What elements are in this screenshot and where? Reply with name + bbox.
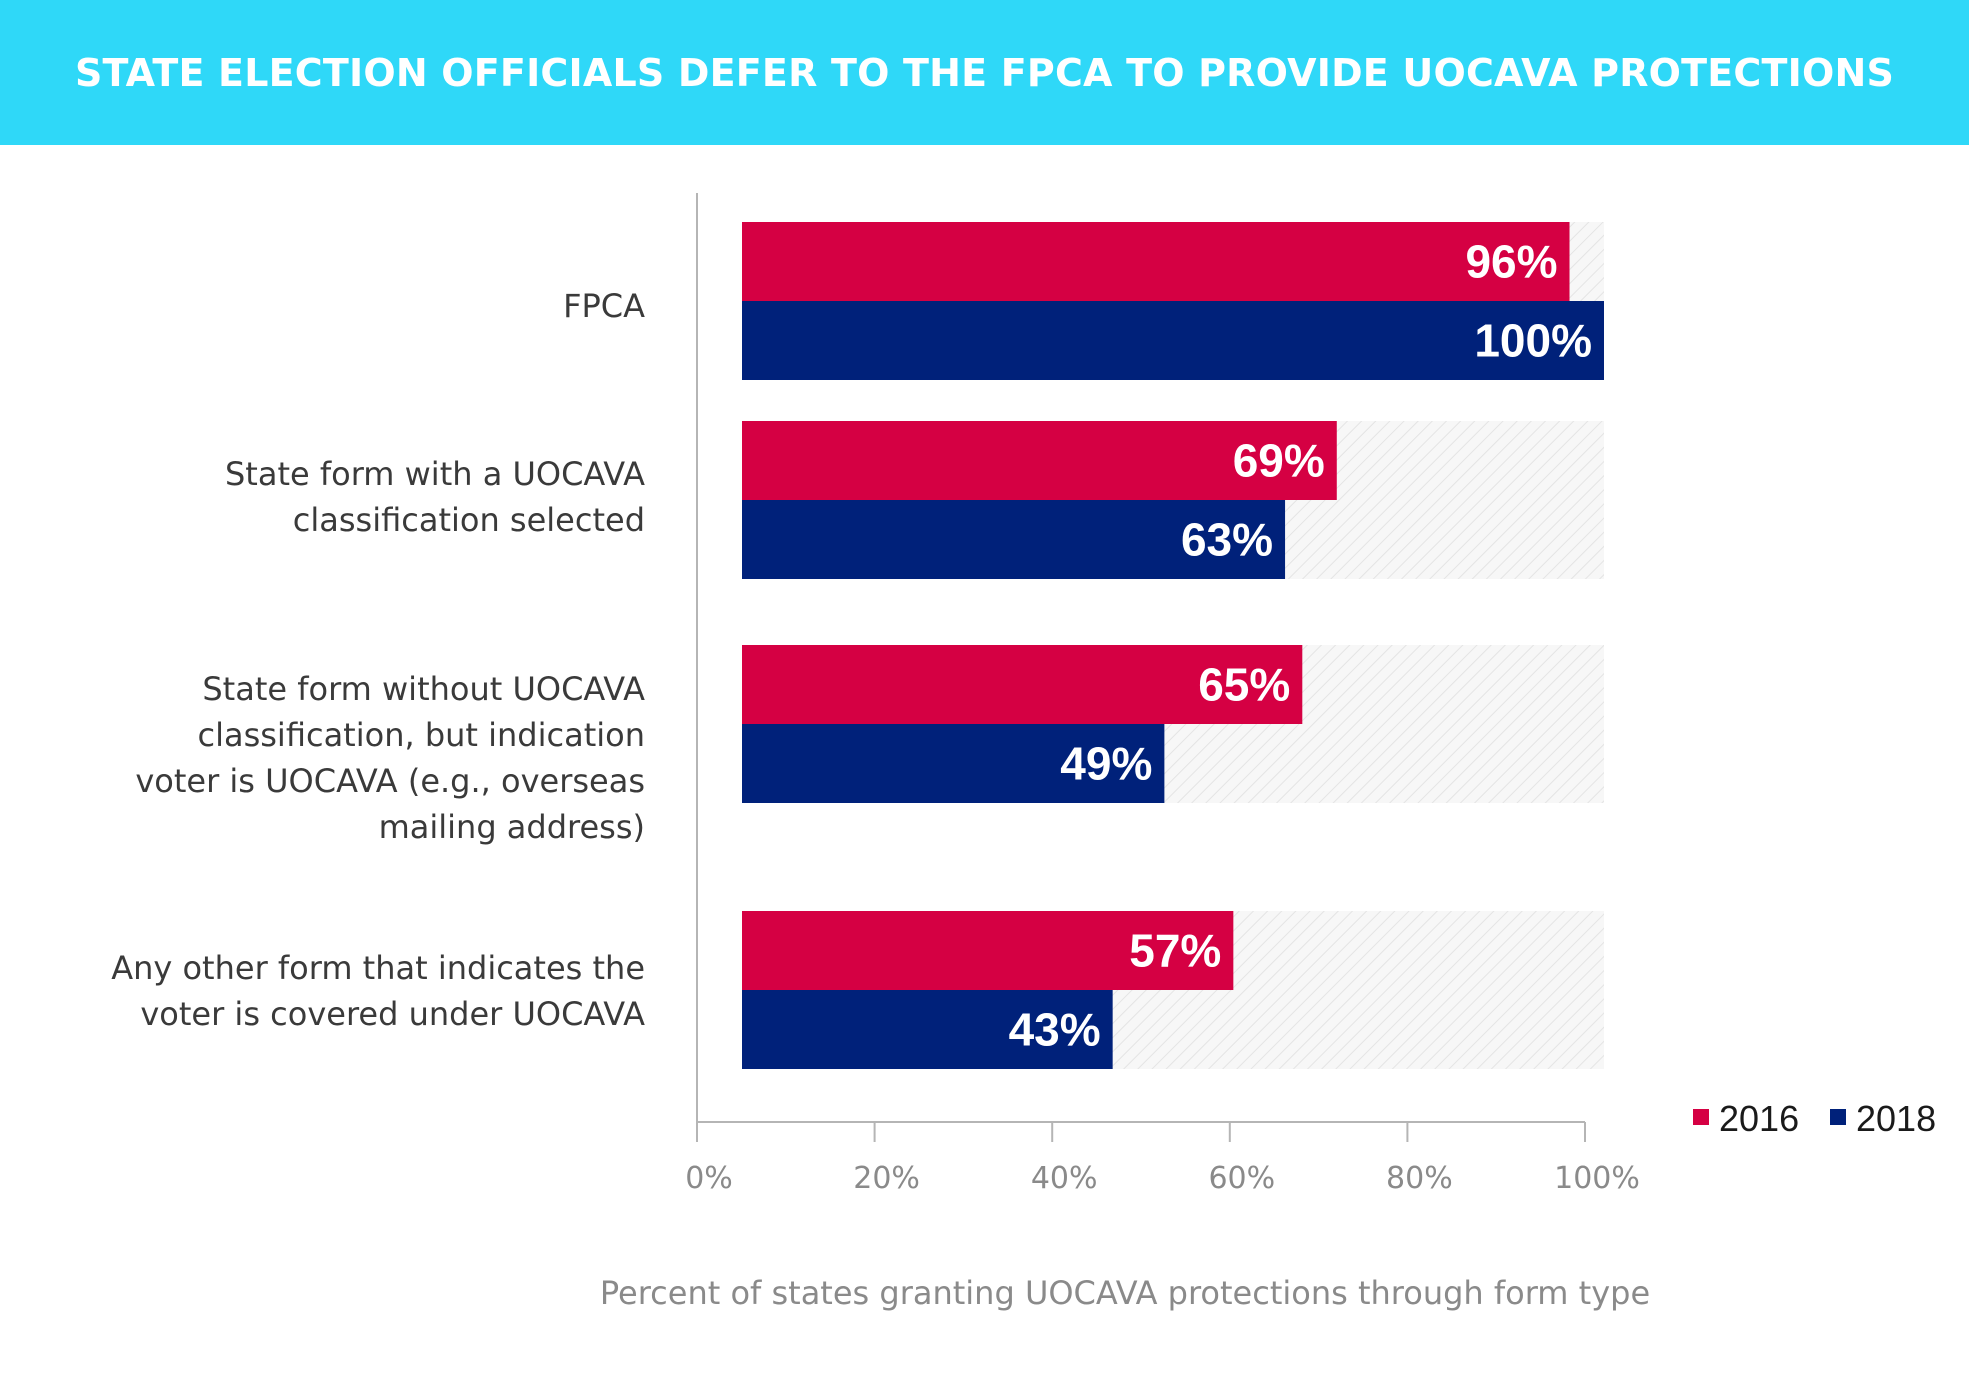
x-tick-label: 40%	[1031, 1161, 1098, 1196]
bar-2016-1	[742, 222, 1570, 301]
bar-2016-3	[742, 645, 1303, 724]
bar-2018-3	[742, 724, 1165, 803]
bar-2016-2	[742, 421, 1337, 500]
bar-2016-4	[742, 911, 1234, 990]
x-tick-label: 0%	[685, 1161, 733, 1196]
legend-swatch-2018	[1830, 1109, 1846, 1125]
category-label: Any other form that indicates the voter i…	[111, 949, 645, 1033]
x-tick-label: 60%	[1208, 1161, 1275, 1196]
bar-2018-1	[742, 301, 1604, 380]
chart-title: STATE ELECTION OFFICIALS DEFER TO THE FP…	[74, 50, 1895, 95]
title-banner: STATE ELECTION OFFICIALS DEFER TO THE FP…	[0, 0, 1969, 145]
legend-swatch-2016	[1693, 1109, 1709, 1125]
x-axis-title: Percent of states granting UOCAVA protec…	[600, 1274, 1650, 1312]
legend-label-2018: 2018	[1856, 1098, 1936, 1139]
x-tick-label: 20%	[853, 1161, 920, 1196]
bar-value-label: 49%	[1060, 738, 1152, 790]
bar-value-label: 69%	[1233, 435, 1325, 487]
bar-2018-4	[742, 990, 1113, 1069]
bar-value-label: 63%	[1181, 514, 1273, 566]
bar-value-label: 43%	[1009, 1004, 1101, 1056]
category-label: FPCA	[563, 287, 645, 325]
bar-value-label: 96%	[1465, 236, 1557, 288]
x-tick-label: 80%	[1386, 1161, 1453, 1196]
category-label: State form without UOCAVA classification,…	[135, 670, 645, 846]
bar-value-label: 65%	[1198, 659, 1290, 711]
bar-value-label: 100%	[1474, 315, 1592, 367]
x-tick-label: 100%	[1554, 1161, 1640, 1196]
category-label: State form with a UOCAVA classification s…	[225, 455, 645, 539]
bar-value-label: 57%	[1129, 925, 1221, 977]
bar-2018-2	[742, 500, 1286, 579]
legend-label-2016: 2016	[1719, 1098, 1799, 1139]
